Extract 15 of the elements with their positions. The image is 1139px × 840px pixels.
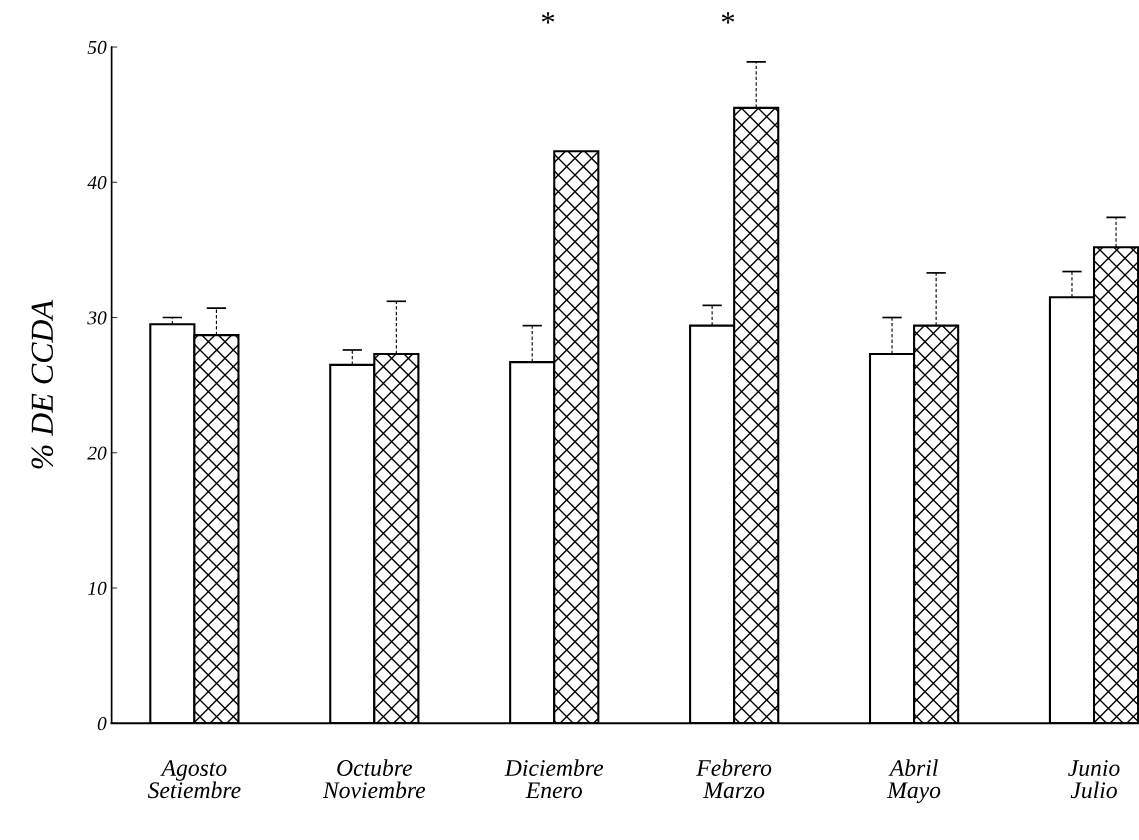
y-axis-title: % DE CCDA — [31, 299, 54, 469]
y-tick-label: 40 — [87, 176, 107, 190]
y-tick-label: 10 — [88, 581, 107, 595]
y-tick-label: 20 — [87, 446, 107, 460]
x-tick-label: Junio Julio — [1068, 760, 1120, 799]
x-tick-label: Agosto Setiembre — [147, 760, 241, 799]
y-tick-label: 0 — [97, 717, 107, 731]
x-tick-label: Diciembre Enero — [504, 759, 604, 799]
text: * — [721, 12, 735, 24]
x-tick-label: Octubre Noviembre — [322, 759, 426, 799]
y-tick-label: 50 — [87, 40, 107, 54]
x-tick-label: Febrero Marzo — [696, 759, 772, 799]
text: * — [541, 12, 555, 24]
x-tick-label: Abril Mayo — [886, 759, 941, 804]
y-tick-label: 30 — [87, 311, 107, 325]
